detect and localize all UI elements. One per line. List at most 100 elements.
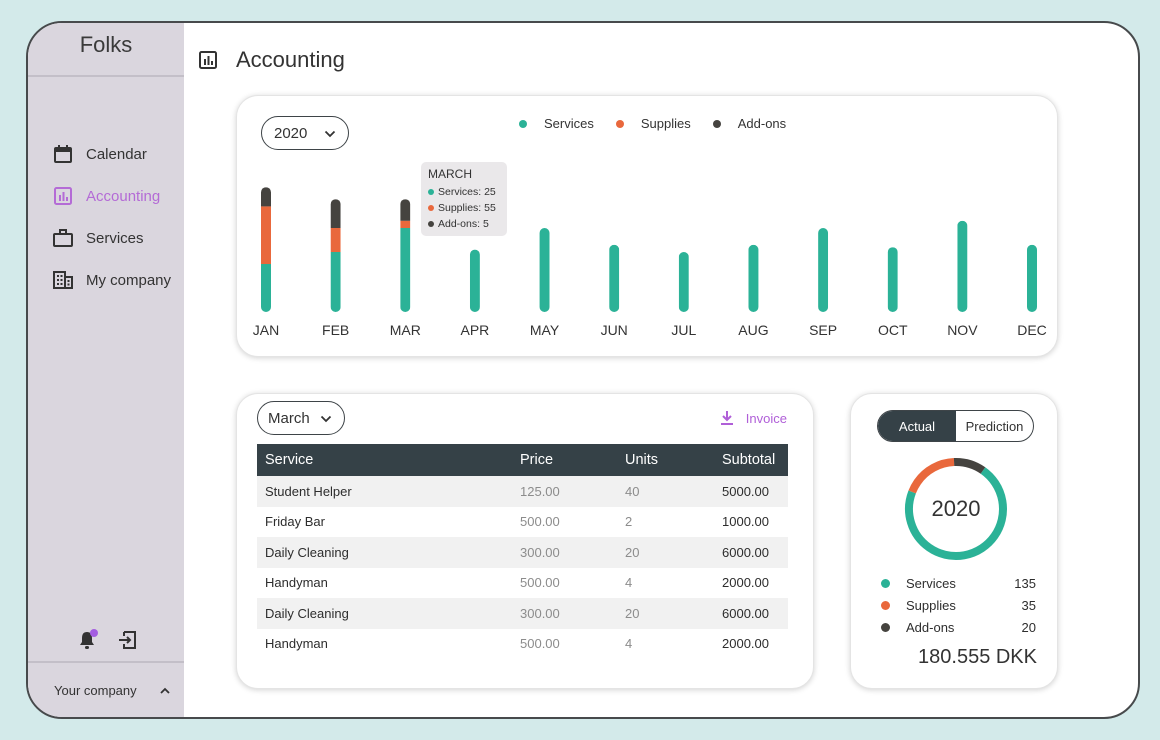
- brand-name: Folks: [79, 32, 133, 57]
- cell-price: 300.00: [520, 544, 560, 560]
- bar-segment-services: [330, 252, 341, 312]
- legend-label: Services: [544, 116, 594, 131]
- column-header-price[interactable]: Price: [520, 452, 554, 468]
- bar-aug[interactable]: [748, 244, 759, 312]
- bar-segment-services: [1027, 244, 1037, 312]
- bar-mar[interactable]: [400, 199, 411, 312]
- table-row[interactable]: Daily Cleaning 300.00 20 6000.00: [257, 537, 788, 568]
- invoice-download-button[interactable]: Invoice: [720, 410, 787, 426]
- sidebar-item-my-company[interactable]: My company: [28, 259, 184, 301]
- summary-list: Services 135 Supplies 35 Add-ons 20: [881, 572, 1036, 638]
- logout-icon[interactable]: [116, 629, 138, 651]
- bar-sep[interactable]: [818, 228, 829, 312]
- donut-chart: [905, 457, 1007, 560]
- bar-apr[interactable]: [469, 249, 480, 312]
- tooltip-row: Services: 25: [428, 184, 500, 200]
- chevron-up-icon: [160, 683, 170, 698]
- cell-units: 2: [625, 514, 633, 530]
- x-tick-label: SEP: [809, 322, 837, 338]
- tooltip-row: Add-ons: 5: [428, 216, 500, 232]
- bar-jun[interactable]: [609, 244, 620, 312]
- column-header-units[interactable]: Units: [625, 452, 659, 468]
- sidebar-item-services[interactable]: Services: [28, 217, 184, 259]
- table-row[interactable]: Handyman 500.00 4 2000.00: [257, 629, 788, 660]
- x-tick-label: NOV: [947, 322, 978, 338]
- cell-service: Friday Bar: [265, 514, 325, 530]
- company-switcher[interactable]: Your company: [28, 661, 184, 717]
- x-tick-label: DEC: [1017, 322, 1047, 338]
- cell-units: 20: [625, 544, 640, 560]
- table-row[interactable]: Friday Bar 500.00 2 1000.00: [257, 507, 788, 538]
- bar-feb[interactable]: [330, 199, 341, 312]
- brand-logo: Folks: [28, 23, 184, 77]
- services-table: Service Price Units Subtotal Student Hel…: [257, 444, 788, 659]
- legend-dot: [881, 578, 890, 588]
- sidebar: Folks Calendar Accounting Services: [28, 23, 184, 717]
- bar-segment-services: [469, 249, 480, 312]
- building-icon: [52, 269, 74, 291]
- services-table-card: March Invoice Service Price Units: [236, 393, 814, 689]
- column-header-service[interactable]: Service: [265, 452, 314, 468]
- table-row[interactable]: Student Helper 125.00 40 5000.00: [257, 476, 788, 507]
- cell-price: 500.00: [520, 575, 560, 591]
- table-row[interactable]: Daily Cleaning 300.00 20 6000.00: [257, 598, 788, 629]
- summary-item-name: Services: [906, 575, 956, 591]
- summary-item-addons: Add-ons 20: [881, 616, 1036, 638]
- legend-item-supplies: Supplies: [615, 116, 691, 131]
- calendar-icon: [52, 143, 74, 165]
- summary-item-value: 20: [1021, 619, 1036, 635]
- toggle-actual[interactable]: Actual: [878, 411, 956, 441]
- cell-price: 500.00: [520, 514, 560, 530]
- bell-icon[interactable]: [76, 629, 98, 651]
- donut-slice-supplies: [905, 457, 1007, 560]
- bar-oct[interactable]: [887, 247, 898, 312]
- cell-price: 500.00: [520, 636, 560, 652]
- sidebar-item-accounting[interactable]: Accounting: [28, 175, 184, 217]
- cell-price: 300.00: [520, 605, 560, 621]
- cell-units: 40: [625, 483, 640, 499]
- bar-jul[interactable]: [678, 252, 689, 312]
- cell-subtotal: 6000.00: [722, 605, 769, 621]
- bar-dec[interactable]: [1027, 244, 1037, 312]
- bar-segment-addons: [400, 199, 411, 221]
- cell-price: 125.00: [520, 483, 560, 499]
- chart-legend: Services Supplies Add-ons: [519, 116, 786, 131]
- download-icon: [720, 410, 734, 426]
- briefcase-icon: [52, 227, 74, 249]
- sidebar-item-label: My company: [86, 271, 172, 289]
- x-tick-label: MAR: [390, 322, 421, 338]
- year-select[interactable]: 2020: [261, 116, 349, 150]
- cell-service: Daily Cleaning: [265, 544, 349, 560]
- legend-dot: [881, 600, 890, 610]
- bar-segment-addons: [261, 187, 271, 207]
- invoice-label: Invoice: [745, 410, 787, 426]
- bar-segment-services: [261, 264, 271, 312]
- legend-dot: [881, 622, 890, 632]
- x-tick-label: MAY: [530, 322, 560, 338]
- table-row[interactable]: Handyman 500.00 4 2000.00: [257, 568, 788, 599]
- bar-nov[interactable]: [957, 220, 968, 312]
- bar-jan[interactable]: [261, 187, 271, 312]
- cell-subtotal: 2000.00: [722, 636, 769, 652]
- tooltip-row-text: Services: 25: [438, 186, 496, 198]
- cell-subtotal: 5000.00: [722, 483, 769, 499]
- x-tick-label: FEB: [322, 322, 349, 338]
- donut-center-year: 2020: [931, 496, 981, 521]
- column-header-subtotal[interactable]: Subtotal: [722, 452, 776, 468]
- chart-tooltip: MARCH Services: 25 Supplies: 55 Add-ons:…: [421, 162, 507, 236]
- legend-item-addons: Add-ons: [712, 116, 786, 131]
- page-title: Accounting: [236, 47, 345, 72]
- tooltip-title: MARCH: [428, 167, 472, 181]
- bar-may[interactable]: [539, 228, 550, 312]
- toggle-prediction[interactable]: Prediction: [965, 418, 1024, 434]
- cell-subtotal: 1000.00: [722, 514, 769, 530]
- sidebar-item-calendar[interactable]: Calendar: [28, 133, 184, 175]
- main-content: Accounting 2020 Services Supplies Add-on…: [184, 23, 1138, 717]
- x-tick-label: AUG: [738, 322, 768, 338]
- chevron-down-icon: [324, 125, 336, 142]
- sidebar-item-label: Services: [86, 229, 144, 247]
- cell-units: 4: [625, 636, 633, 652]
- month-select[interactable]: March: [257, 401, 345, 435]
- month-select-value: March: [268, 409, 310, 427]
- summary-item-supplies: Supplies 35: [881, 594, 1036, 616]
